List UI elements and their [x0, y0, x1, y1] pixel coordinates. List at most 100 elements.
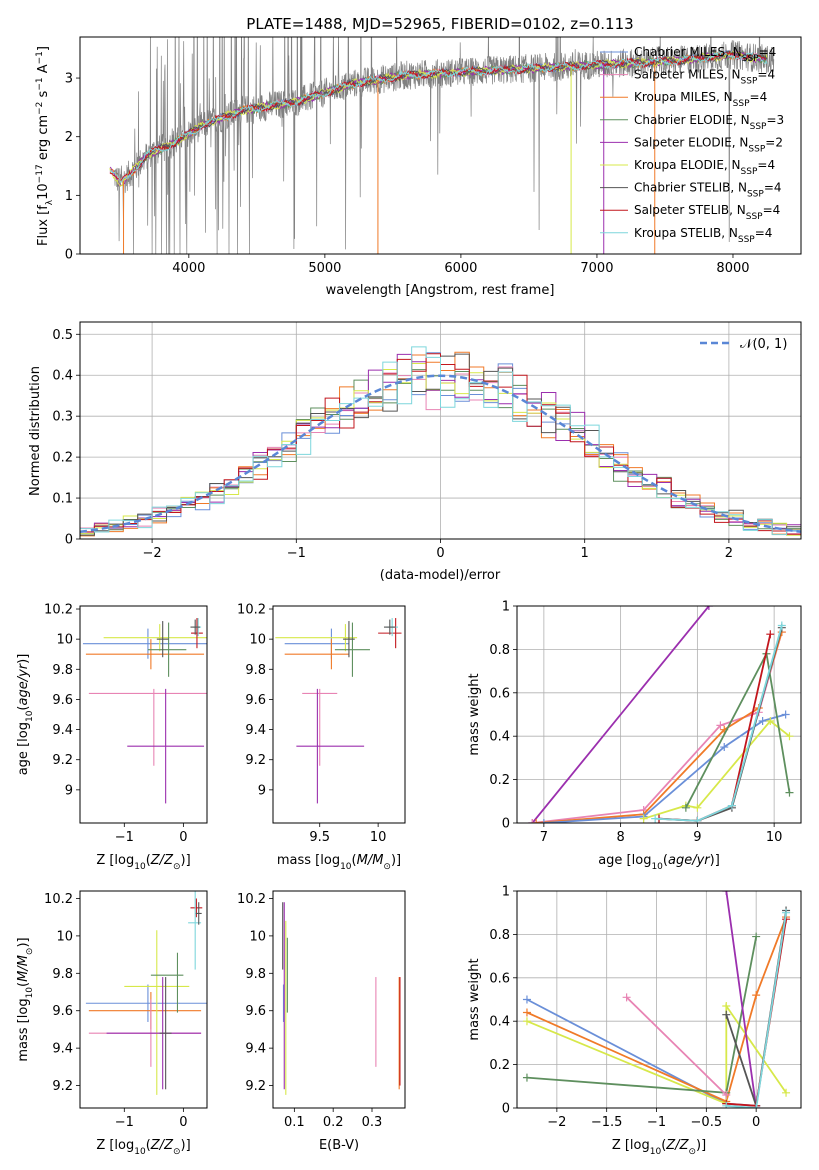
y-tick-label: 9.6	[245, 693, 266, 708]
y-tick-label: 0	[65, 248, 73, 263]
y-tick-label: 0.6	[489, 686, 510, 701]
y-tick-label: 0.2	[52, 451, 73, 466]
legend: Chabrier MILES, NSSP=4 Salpeter MILES, NS…	[600, 45, 784, 245]
data-point	[383, 619, 396, 635]
x-tick-label: 0.3	[362, 1115, 383, 1130]
weight-marker	[766, 717, 775, 726]
weight-marker	[752, 1104, 761, 1108]
data-point	[343, 621, 355, 658]
x-tick-label: −1	[115, 830, 134, 845]
x-tick-label: −2	[547, 1115, 566, 1130]
y-tick-label: 9.6	[52, 693, 73, 708]
legend-label: Chabrier ELODIE, NSSP=3	[634, 113, 784, 132]
x-axis-label: wavelength [Angstrom, rest frame]	[326, 283, 555, 298]
y-tick-label: 1	[502, 600, 510, 615]
axes-mass-vs-Z: −1 0 9.2 9.4 9.6 9.8 10 10.2 Z [log10(Z/Z⊙)] mass…	[16, 890, 208, 1157]
plot-area	[85, 891, 207, 1095]
y-tick-label: 0.8	[489, 643, 510, 658]
data-point	[103, 624, 207, 652]
y-tick-label: 2	[65, 130, 73, 145]
weight-line	[532, 631, 783, 823]
weight-marker	[522, 995, 531, 1004]
weight-marker	[785, 788, 794, 797]
axes-frame	[79, 605, 208, 824]
data-point	[159, 977, 172, 1090]
data-point	[156, 621, 169, 658]
plot-area	[528, 606, 794, 823]
y-tick-label: 0	[502, 817, 510, 832]
axes-frame	[516, 605, 802, 824]
weight-marker	[722, 891, 731, 895]
x-axis-label: (data-model)/error	[380, 568, 501, 583]
y-tick-label: 0	[65, 533, 73, 548]
data-point	[302, 688, 338, 766]
data-point	[106, 977, 202, 1090]
y-tick-label: 10	[249, 633, 266, 648]
plot-area	[109, 37, 775, 254]
y-tick-label: 3	[65, 72, 73, 87]
data-point	[124, 930, 190, 1095]
x-axis-label: E(B-V)	[319, 1138, 359, 1153]
data-point	[191, 618, 203, 649]
data-point	[150, 952, 184, 1013]
data-point	[190, 898, 203, 918]
y-tick-label: 10.2	[237, 892, 266, 907]
axes-frame	[79, 321, 802, 540]
data-point	[284, 639, 349, 670]
weight-marker	[639, 814, 648, 823]
y-tick-label: 9.4	[52, 1042, 73, 1057]
y-tick-label: 9.2	[52, 1079, 73, 1094]
y-tick-label: 9.2	[245, 753, 266, 768]
y-tick-label: 0.1	[52, 492, 73, 507]
x-tick-label: 10	[370, 830, 387, 845]
x-axis-label: Z [log10(Z/Z⊙)]	[612, 1138, 706, 1157]
y-axis-label: Normed distribution	[28, 366, 43, 496]
model-spectrum	[133, 50, 768, 171]
weight-marker	[722, 1101, 731, 1108]
y-tick-label: 10.2	[44, 603, 73, 618]
weight-marker	[720, 743, 729, 752]
axes-frame	[272, 890, 406, 1109]
y-tick-label: 9	[258, 783, 266, 798]
weight-line	[625, 996, 727, 1096]
y-tick-label: 1	[502, 885, 510, 900]
weight-line	[531, 606, 710, 823]
y-tick-label: 0.4	[489, 730, 510, 745]
weight-marker	[758, 717, 767, 726]
y-tick-label: 9	[65, 783, 73, 798]
plot-area	[522, 891, 791, 1108]
normal-curve	[80, 374, 801, 534]
y-tick-label: 0.4	[52, 369, 73, 384]
weight-marker	[716, 721, 725, 730]
weight-marker	[522, 1073, 531, 1082]
axes-frame	[516, 890, 802, 1109]
axes-mass-weight-vs-age: 7 8 9 10 0 0.2 0.4 0.6 0.8 1 age [log10(age/yr)] ma…	[467, 600, 802, 872]
y-tick-label: 0.2	[489, 1058, 510, 1073]
y-tick-label: 10.2	[237, 603, 266, 618]
weight-line	[526, 916, 787, 1103]
plot-area	[275, 618, 402, 804]
axes-age-vs-Z: −1 0 9 9.2 9.4 9.6 9.8 10 10.2 Z [log10(Z/Z⊙)] age…	[16, 603, 208, 872]
x-tick-label: −1.5	[591, 1115, 623, 1130]
data-point	[334, 622, 370, 677]
weight-marker	[785, 732, 794, 741]
weight-marker	[727, 801, 736, 810]
x-tick-label: −2	[143, 546, 162, 561]
weight-marker	[782, 908, 791, 917]
y-tick-label: 9.8	[245, 967, 266, 982]
legend-label: Chabrier MILES, NSSP=4	[634, 45, 776, 64]
x-tick-label: 6000	[444, 261, 477, 276]
weight-marker	[704, 606, 713, 610]
weight-marker	[539, 819, 548, 823]
histogram-series	[80, 353, 801, 539]
weight-marker	[522, 1008, 531, 1017]
data-point	[195, 902, 202, 925]
y-axis-label: mass weight	[467, 673, 482, 755]
data-point	[127, 688, 205, 804]
x-tick-label: −1	[647, 1115, 666, 1130]
y-tick-label: 9.4	[245, 723, 266, 738]
weight-line	[725, 891, 758, 1108]
axes-age-vs-mass: 9.5 10 9 9.2 9.4 9.6 9.8 10 10.2 mass [log10(M/M⊙…	[237, 603, 406, 872]
x-tick-label: 9	[693, 830, 701, 845]
y-tick-label: 9.8	[52, 663, 73, 678]
